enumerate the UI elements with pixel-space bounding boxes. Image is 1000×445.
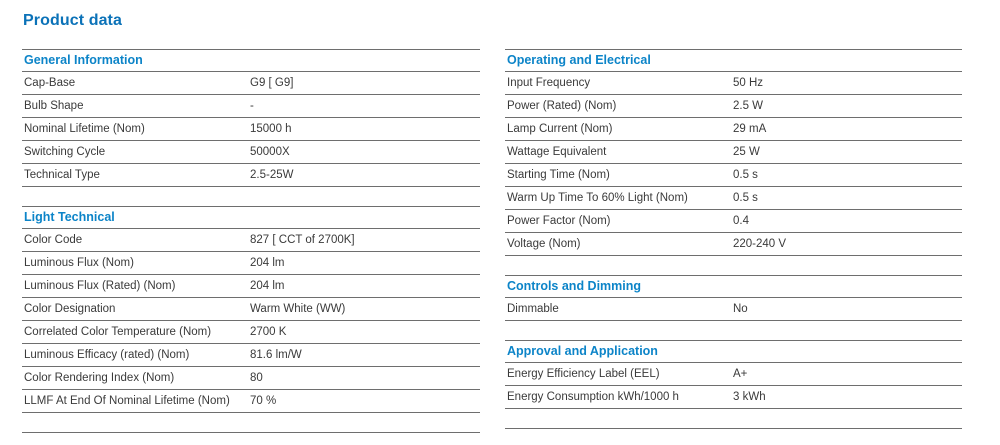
- section-controls-and-dimming: Controls and Dimming Dimmable No: [505, 275, 962, 321]
- row-value: Warm White (WW): [250, 303, 346, 315]
- next-section-divider: [505, 428, 962, 429]
- row-value: 0.5 s: [733, 192, 758, 204]
- row-value: 70 %: [250, 395, 277, 407]
- table-row: Lamp Current (Nom) 29 mA: [505, 118, 962, 141]
- table-row: Cap-Base G9 [ G9]: [22, 72, 480, 95]
- table-row: Luminous Flux (Rated) (Nom) 204 lm: [22, 275, 480, 298]
- row-label: Luminous Flux (Rated) (Nom): [24, 280, 176, 292]
- row-label: Voltage (Nom): [507, 238, 581, 250]
- row-label: Correlated Color Temperature (Nom): [24, 326, 212, 338]
- table-row: Dimmable No: [505, 298, 962, 321]
- row-label: Dimmable: [507, 303, 559, 315]
- row-label: Luminous Flux (Nom): [24, 257, 134, 269]
- row-value: -: [250, 100, 254, 112]
- row-label: Nominal Lifetime (Nom): [24, 123, 145, 135]
- section-light-technical: Light Technical Color Code 827 [ CCT of 27…: [22, 206, 480, 413]
- row-value: 25 W: [733, 146, 760, 158]
- row-value: 50000X: [250, 146, 290, 158]
- table-row: Nominal Lifetime (Nom) 15000 h: [22, 118, 480, 141]
- row-value: 204 lm: [250, 257, 285, 269]
- table-row: Bulb Shape -: [22, 95, 480, 118]
- row-value: 220-240 V: [733, 238, 787, 250]
- row-label: Cap-Base: [24, 77, 76, 89]
- row-label: Luminous Efficacy (rated) (Nom): [24, 349, 190, 361]
- row-label: Power (Rated) (Nom): [507, 100, 617, 112]
- row-value: No: [733, 303, 748, 315]
- row-value: 81.6 lm/W: [250, 349, 302, 361]
- table-row: Power Factor (Nom) 0.4: [505, 210, 962, 233]
- table-row: Power (Rated) (Nom) 2.5 W: [505, 95, 962, 118]
- row-label: Energy Efficiency Label (EEL): [507, 368, 660, 380]
- section-general-information: General Information Cap-Base G9 [ G9] Bulb …: [22, 49, 480, 187]
- table-row: Luminous Efficacy (rated) (Nom) 81.6 lm/W: [22, 344, 480, 367]
- row-value: A+: [733, 368, 748, 380]
- row-label: Input Frequency: [507, 77, 591, 89]
- row-value: 80: [250, 372, 263, 384]
- row-value: 29 mA: [733, 123, 767, 135]
- section-header: Light Technical: [22, 207, 480, 229]
- section-header: Controls and Dimming: [505, 276, 962, 298]
- table-row: Energy Efficiency Label (EEL) A+: [505, 363, 962, 386]
- row-label: Energy Consumption kWh/1000 h: [507, 391, 679, 403]
- row-value: 3 kWh: [733, 391, 766, 403]
- row-label: Color Code: [24, 234, 83, 246]
- row-label: Lamp Current (Nom): [507, 123, 613, 135]
- table-row: Luminous Flux (Nom) 204 lm: [22, 252, 480, 275]
- row-value: 2.5 W: [733, 100, 764, 112]
- row-label: Switching Cycle: [24, 146, 106, 158]
- table-row: Switching Cycle 50000X: [22, 141, 480, 164]
- spec-column-right: Operating and Electrical Input Frequency 5…: [505, 49, 962, 433]
- row-value: G9 [ G9]: [250, 77, 294, 89]
- row-value: 0.5 s: [733, 169, 758, 181]
- section-header: Operating and Electrical: [505, 50, 962, 72]
- section-header: General Information: [22, 50, 480, 72]
- table-row: Input Frequency 50 Hz: [505, 72, 962, 95]
- section-approval-and-application: Approval and Application Energy Efficienc…: [505, 340, 962, 409]
- row-label: LLMF At End Of Nominal Lifetime (Nom): [24, 395, 230, 407]
- row-label: Power Factor (Nom): [507, 215, 611, 227]
- table-row: Energy Consumption kWh/1000 h 3 kWh: [505, 386, 962, 409]
- row-label: Bulb Shape: [24, 100, 84, 112]
- section-operating-and-electrical: Operating and Electrical Input Frequency 5…: [505, 49, 962, 256]
- table-row: Technical Type 2.5-25W: [22, 164, 480, 187]
- row-value: 0.4: [733, 215, 749, 227]
- row-label: Technical Type: [24, 169, 100, 181]
- row-value: 15000 h: [250, 123, 292, 135]
- table-row: Wattage Equivalent 25 W: [505, 141, 962, 164]
- section-header: Approval and Application: [505, 341, 962, 363]
- row-value: 50 Hz: [733, 77, 764, 89]
- row-label: Color Designation: [24, 303, 116, 315]
- table-row: Warm Up Time To 60% Light (Nom) 0.5 s: [505, 187, 962, 210]
- page-title: Product data: [23, 12, 122, 29]
- row-label: Color Rendering Index (Nom): [24, 372, 175, 384]
- next-section-divider: [22, 432, 480, 433]
- row-label: Starting Time (Nom): [507, 169, 610, 181]
- spec-columns: General Information Cap-Base G9 [ G9] Bulb …: [22, 49, 962, 433]
- table-row: Color Designation Warm White (WW): [22, 298, 480, 321]
- row-label: Warm Up Time To 60% Light (Nom): [507, 192, 688, 204]
- table-row: Correlated Color Temperature (Nom) 2700 K: [22, 321, 480, 344]
- table-row: Voltage (Nom) 220-240 V: [505, 233, 962, 256]
- table-row: Color Rendering Index (Nom) 80: [22, 367, 480, 390]
- row-value: 2700 K: [250, 326, 287, 338]
- row-label: Wattage Equivalent: [507, 146, 607, 158]
- row-value: 827 [ CCT of 2700K]: [250, 234, 355, 246]
- table-row: Color Code 827 [ CCT of 2700K]: [22, 229, 480, 252]
- row-value: 2.5-25W: [250, 169, 294, 181]
- table-row: Starting Time (Nom) 0.5 s: [505, 164, 962, 187]
- table-row: LLMF At End Of Nominal Lifetime (Nom) 70 …: [22, 390, 480, 413]
- row-value: 204 lm: [250, 280, 285, 292]
- spec-column-left: General Information Cap-Base G9 [ G9] Bulb …: [22, 49, 480, 433]
